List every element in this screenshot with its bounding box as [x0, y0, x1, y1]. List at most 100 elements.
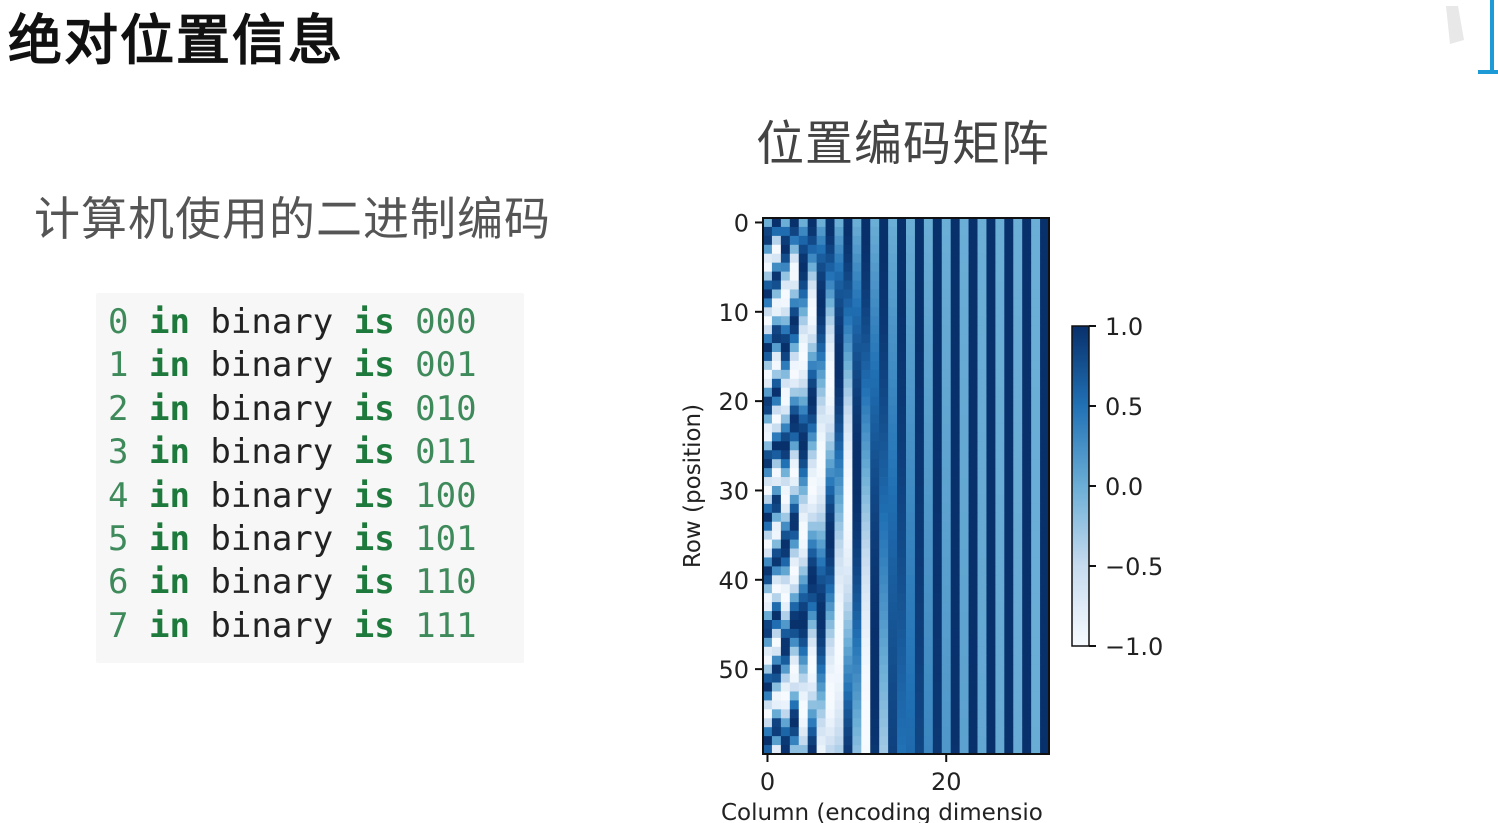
heatmap-cell [959, 289, 969, 299]
heatmap-cell [834, 494, 844, 505]
heatmap-cell [950, 521, 961, 532]
heatmap-cell [843, 289, 853, 299]
heatmap-cell [816, 727, 826, 737]
heatmap-cell [798, 745, 809, 755]
heatmap-cell [816, 235, 826, 246]
heatmap-cell [923, 557, 934, 567]
heatmap-cell [780, 575, 791, 585]
heatmap-cell [780, 441, 791, 451]
heatmap-cell [816, 432, 826, 442]
heatmap-cell [986, 530, 996, 540]
heatmap-cell [1004, 280, 1014, 290]
heatmap-cell [986, 548, 996, 558]
heatmap-cell [1004, 405, 1014, 415]
heatmap-cell [763, 414, 773, 424]
heatmap-cell [968, 566, 978, 576]
heatmap-cell [995, 253, 1005, 264]
heatmap-cell [906, 611, 916, 621]
heatmap-cell [763, 280, 773, 290]
heatmap-cell [914, 307, 925, 317]
heatmap-cell [807, 503, 818, 514]
heatmap-cell [888, 682, 898, 692]
heatmap-cell [879, 628, 889, 639]
heatmap-cell [914, 593, 925, 603]
heatmap-cell [1004, 593, 1014, 603]
heatmap-cell [995, 557, 1005, 567]
heatmap-cell [1031, 369, 1041, 380]
heatmap-cell [986, 414, 996, 424]
heatmap-cell [825, 486, 835, 496]
heatmap-cell [986, 343, 996, 353]
heatmap-cell [879, 253, 889, 264]
heatmap-cell [763, 352, 773, 362]
heatmap-cell [852, 539, 862, 549]
heatmap-cell [1022, 611, 1032, 621]
heatmap-cell [798, 253, 809, 264]
heatmap-cell [843, 611, 853, 621]
heatmap-cell [914, 539, 925, 549]
heatmap-cell [825, 235, 835, 246]
heatmap-cell [888, 459, 898, 469]
heatmap-cell [763, 745, 773, 755]
heatmap-cell [1013, 459, 1023, 469]
heatmap-cell [852, 396, 862, 406]
heatmap-cell [1031, 334, 1041, 344]
heatmap-cell [879, 646, 889, 657]
heatmap-cell [798, 343, 809, 353]
heatmap-cell [798, 405, 809, 415]
heatmap-cell [763, 602, 773, 612]
heatmap-cell [825, 584, 835, 594]
heatmap-cell [843, 334, 853, 344]
heatmap-cell [763, 459, 773, 469]
x-tick-label: 20 [931, 768, 962, 796]
heatmap-cell [789, 280, 800, 290]
heatmap-cell [959, 611, 969, 621]
heatmap-cell [1004, 369, 1014, 380]
heatmap-cell [888, 700, 898, 710]
heatmap-cell [888, 423, 898, 433]
colorbar-tick-label: 0.0 [1105, 473, 1143, 501]
heatmap-cell [950, 459, 961, 469]
heatmap-cell [1022, 530, 1032, 540]
heatmap-cell [825, 360, 835, 371]
heatmap-cell [780, 691, 791, 701]
heatmap-cell [1040, 512, 1050, 523]
heatmap-cell [986, 325, 996, 335]
heatmap-cell [798, 262, 809, 272]
heatmap-cell [906, 557, 916, 567]
heatmap-cell [950, 244, 961, 255]
heatmap-cell [1022, 369, 1032, 380]
heatmap-cell [923, 700, 934, 710]
heatmap-cell [977, 307, 987, 317]
heatmap-cell [879, 575, 889, 585]
heatmap-cell [914, 369, 925, 380]
heatmap-cell [1031, 494, 1041, 505]
heatmap-cell [1031, 628, 1041, 639]
heatmap-cell [995, 530, 1005, 540]
heatmap-cell [1022, 494, 1032, 505]
heatmap-cell [789, 557, 800, 567]
heatmap-cell [834, 584, 844, 594]
heatmap-cell [1040, 646, 1050, 657]
heatmap-cell [780, 280, 791, 290]
heatmap-cell [977, 637, 987, 648]
heatmap-cell [923, 718, 934, 728]
heatmap-cell [763, 655, 773, 666]
heatmap-cell [1004, 298, 1014, 308]
heatmap-cell [825, 459, 835, 469]
heatmap-cell [789, 512, 800, 523]
heatmap-cell [1031, 477, 1041, 487]
heatmap-cell [1013, 494, 1023, 505]
heatmap-cell [798, 459, 809, 469]
heatmap-cell [959, 423, 969, 433]
heatmap-cell [879, 271, 889, 281]
heatmap-cell [1004, 486, 1014, 496]
heatmap-cell [879, 593, 889, 603]
heatmap-cell [1013, 682, 1023, 692]
heatmap-cell [834, 316, 844, 326]
heatmap-cell [763, 727, 773, 737]
y-tick-label: 50 [718, 656, 749, 684]
heatmap-cell [852, 414, 862, 424]
heatmap-cell [843, 343, 853, 353]
code-bits: 001 [415, 345, 477, 386]
